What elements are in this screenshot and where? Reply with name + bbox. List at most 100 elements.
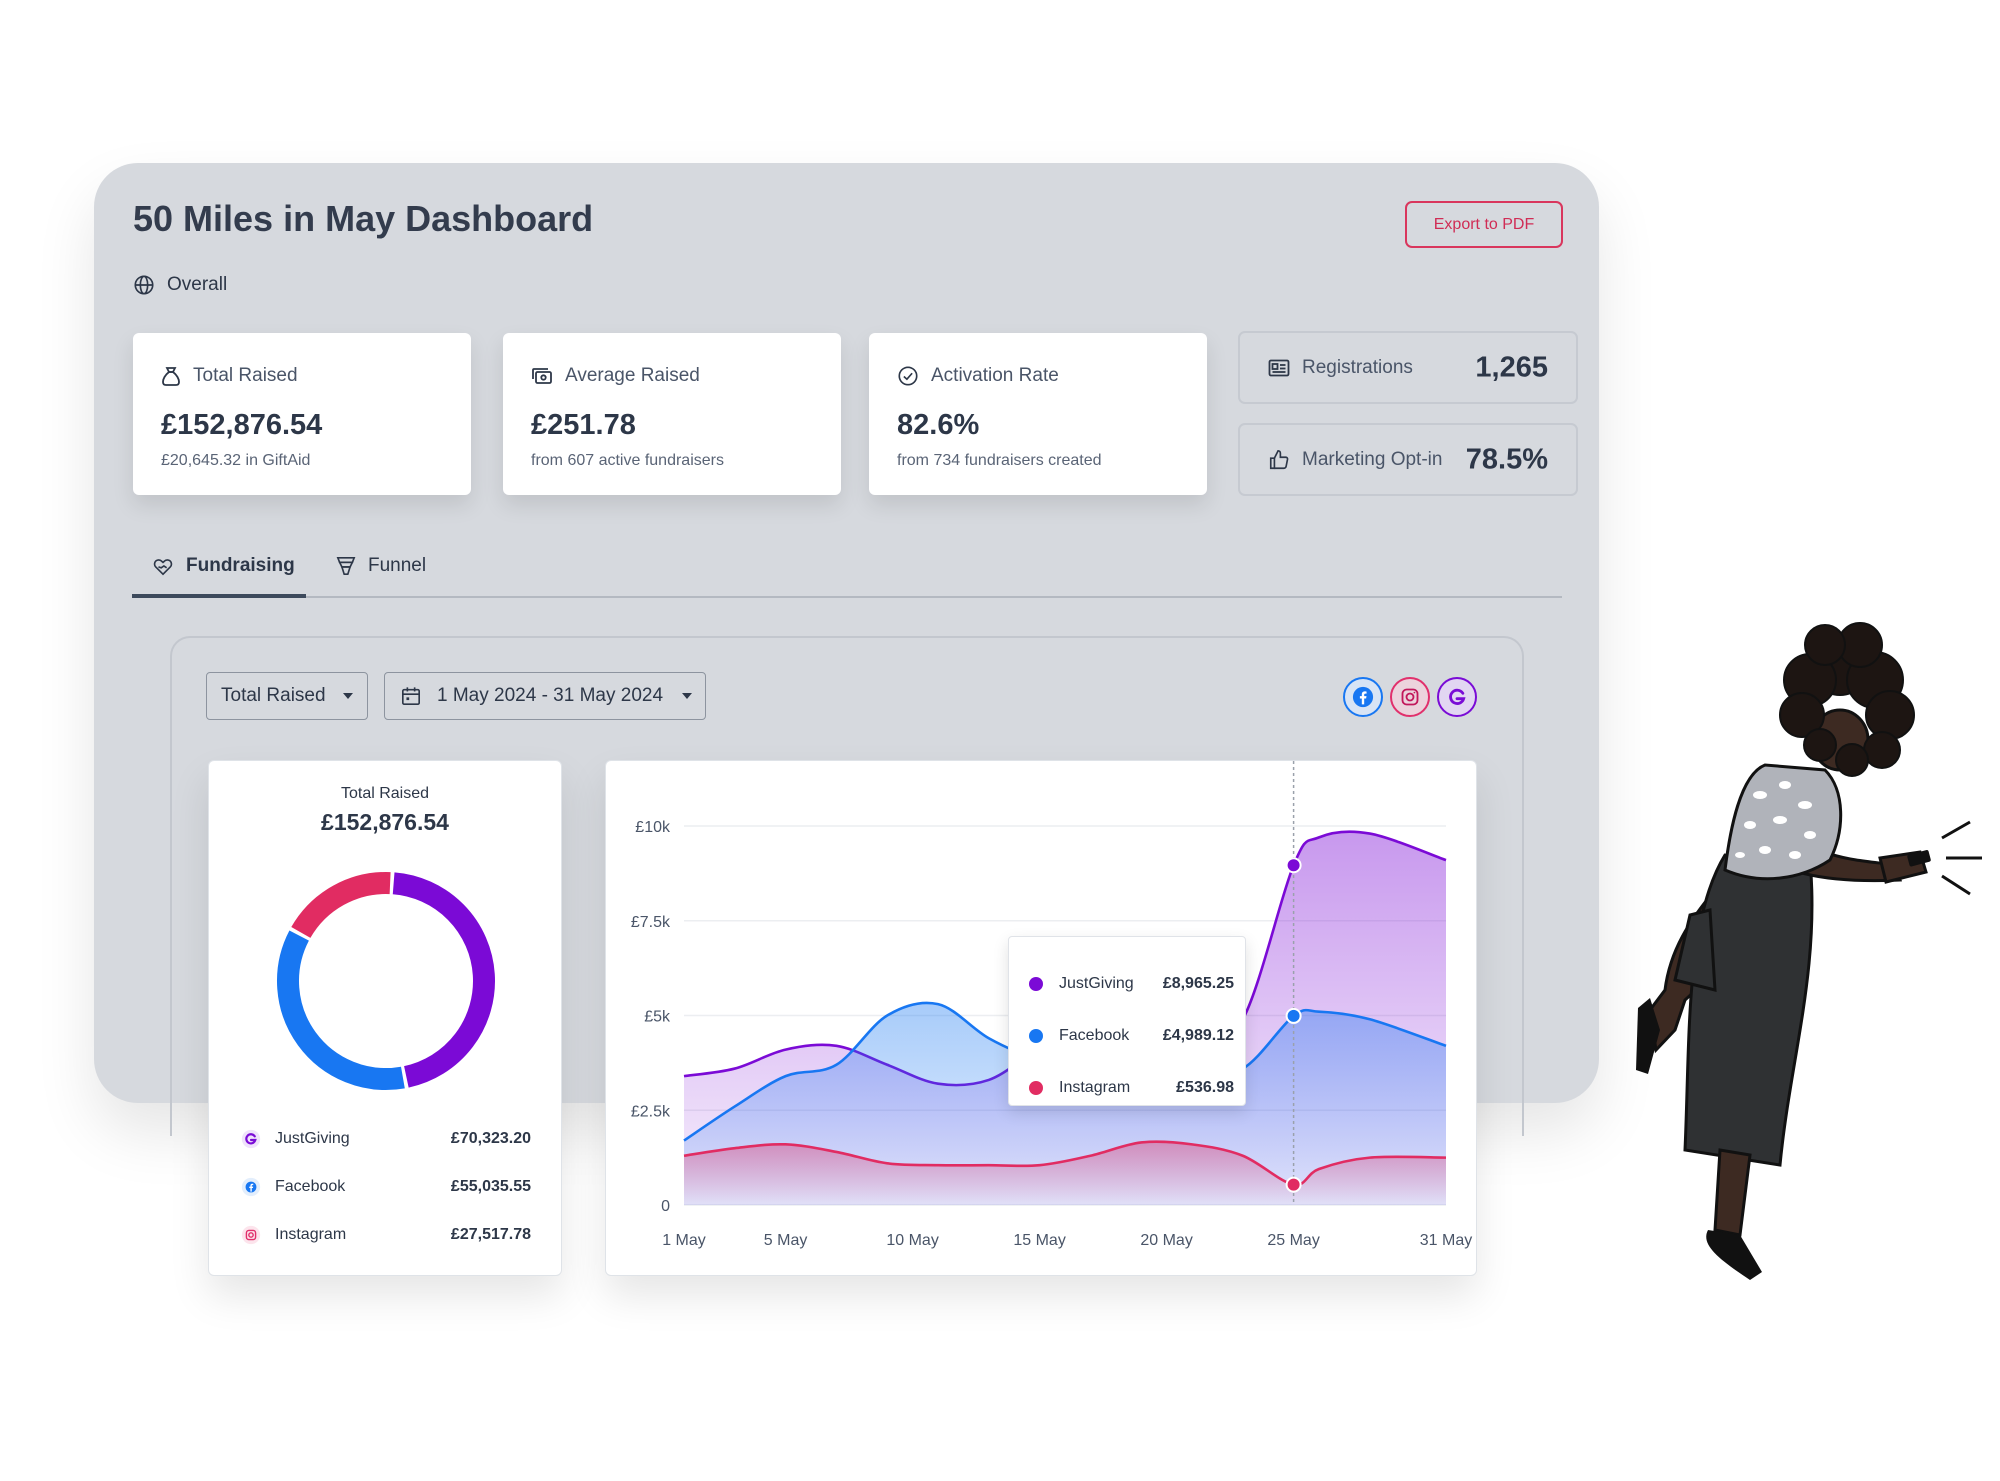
stat-value: 1,265 [1475, 351, 1548, 383]
tooltip-row: JustGiving £8,965.25 [1029, 975, 1234, 993]
stat-label: Activation Rate [931, 365, 1059, 386]
legend-row-justgiving[interactable]: JustGiving £70,323.20 [241, 1129, 531, 1149]
highlight-point-instagram[interactable] [1285, 1176, 1302, 1193]
area-fill-instagram [684, 1141, 1446, 1205]
thumbs-up-icon [1269, 449, 1289, 469]
tab-label: Fundraising [186, 555, 295, 576]
tabs-divider [132, 596, 1562, 598]
x-tick-label: 25 May [1267, 1232, 1319, 1249]
tooltip-series-value: £8,965.25 [1162, 975, 1234, 992]
stat-card-activation-rate: Activation Rate 82.6% from 734 fundraise… [869, 333, 1207, 495]
caret-down-icon [342, 693, 353, 699]
cash-icon [532, 368, 552, 384]
stat-subtext: from 607 active fundraisers [531, 452, 724, 469]
stat-header: Total Raised [161, 365, 298, 387]
area-chart-card: 0 £2.5k £5k £7.5k £10k 1 May 5 May 10 May 15 May… [605, 760, 1477, 1276]
metric-dropdown-value: Total Raised [221, 685, 326, 706]
legend-row-instagram[interactable]: Instagram £27,517.78 [241, 1225, 531, 1245]
instagram-filter-button[interactable] [1390, 677, 1430, 717]
series-line-instagram[interactable] [683, 1140, 1447, 1187]
x-tick-label: 1 May [662, 1232, 706, 1249]
instagram-icon [1401, 688, 1419, 706]
stat-value: £152,876.54 [161, 409, 323, 441]
stat-value: £251.78 [531, 409, 636, 441]
metric-dropdown[interactable]: Total Raised [206, 672, 368, 720]
tab-funnel[interactable]: Funnel [336, 555, 426, 577]
instagram-icon [241, 1225, 261, 1245]
stat-label: Average Raised [565, 365, 700, 386]
highlight-point-facebook[interactable] [1285, 1007, 1302, 1024]
donut-slice-instagram[interactable] [291, 872, 391, 939]
caret-down-icon [682, 693, 693, 699]
stat-card-marketing-optin: Marketing Opt-in 78.5% [1238, 423, 1578, 496]
tooltip-row: Facebook £4,989.12 [1029, 1027, 1234, 1045]
scope-label: Overall [167, 274, 228, 295]
series-dot [1029, 1029, 1043, 1043]
y-tick-label: £7.5k [631, 914, 671, 931]
chart-tooltip: JustGiving £8,965.25 Facebook £4,989.12 … [1008, 936, 1246, 1106]
stat-card-total-raised: Total Raised £152,876.54 £20,645.32 in G… [133, 333, 471, 495]
stat-header: Registrations [1268, 357, 1413, 379]
fundraising-panel [170, 636, 1524, 1136]
stat-header: Marketing Opt-in [1268, 449, 1442, 471]
globe-icon [134, 275, 154, 295]
tooltip-series-name: JustGiving [1059, 975, 1134, 992]
y-tick-label: £5k [644, 1009, 671, 1026]
justgiving-filter-button[interactable] [1437, 677, 1477, 717]
money-bag-icon [162, 367, 180, 386]
legend-name: Instagram [275, 1226, 347, 1243]
stat-label: Total Raised [193, 365, 298, 386]
stat-card-average-raised: Average Raised £251.78 from 607 active f… [503, 333, 841, 495]
legend-value: £70,323.20 [450, 1130, 531, 1147]
person-illustration [1636, 622, 1982, 1280]
active-tab-indicator [132, 594, 306, 598]
x-tick-label: 20 May [1140, 1232, 1192, 1249]
facebook-filter-button[interactable] [1343, 677, 1383, 717]
x-tick-label: 31 May [1420, 1232, 1472, 1249]
y-tick-label: £2.5k [631, 1103, 671, 1120]
stat-header: Activation Rate [897, 365, 1059, 387]
facebook-icon [241, 1177, 261, 1197]
stat-card-registrations: Registrations 1,265 [1238, 331, 1578, 404]
donut-chart [277, 872, 495, 1090]
stat-header: Average Raised [531, 365, 700, 387]
highlight-point-justgiving[interactable] [1285, 857, 1302, 874]
y-tick-label: 0 [661, 1198, 670, 1215]
justgiving-icon [241, 1129, 261, 1149]
funnel-icon [336, 557, 356, 575]
legend-name: Facebook [275, 1178, 346, 1195]
check-circle-icon [898, 366, 918, 386]
stat-label: Marketing Opt-in [1302, 448, 1443, 470]
stat-value: 82.6% [897, 409, 980, 441]
date-range-dropdown[interactable]: 1 May 2024 - 31 May 2024 [384, 672, 706, 720]
justgiving-icon [1449, 688, 1466, 705]
donut-title: Total Raised [340, 785, 430, 802]
page-title: 50 Miles in May Dashboard [133, 198, 594, 239]
tooltip-series-value: £4,989.12 [1162, 1027, 1234, 1044]
donut-slice-justgiving[interactable] [392, 872, 495, 1088]
tab-fundraising[interactable]: Fundraising [152, 555, 295, 577]
tab-label: Funnel [368, 555, 427, 576]
calendar-icon [402, 687, 420, 705]
export-pdf-button[interactable]: Export to PDF [1405, 201, 1563, 248]
x-tick-label: 15 May [1013, 1232, 1065, 1249]
legend-value: £27,517.78 [450, 1226, 531, 1243]
x-tick-label: 5 May [764, 1232, 808, 1249]
donut-card: Total Raised £152,876.54 JustGiving £70,… [208, 760, 562, 1276]
stat-label: Registrations [1302, 356, 1413, 378]
stat-subtext: £20,645.32 in GiftAid [161, 452, 311, 469]
x-tick-label: 10 May [886, 1232, 938, 1249]
date-range-value: 1 May 2024 - 31 May 2024 [437, 685, 664, 706]
legend-name: JustGiving [275, 1130, 350, 1147]
scope-selector[interactable]: Overall [133, 274, 227, 296]
legend-value: £55,035.55 [450, 1178, 531, 1195]
legend-row-facebook[interactable]: Facebook £55,035.55 [241, 1177, 531, 1197]
facebook-icon [1352, 686, 1374, 708]
donut-total: £152,876.54 [321, 809, 449, 835]
tooltip-row: Instagram £536.98 [1029, 1079, 1234, 1097]
tooltip-series-name: Instagram [1059, 1079, 1131, 1096]
donut-slice-facebook[interactable] [277, 930, 405, 1090]
id-card-icon [1268, 359, 1290, 376]
stat-value: 78.5% [1465, 443, 1548, 475]
heart-hand-icon [153, 559, 173, 576]
